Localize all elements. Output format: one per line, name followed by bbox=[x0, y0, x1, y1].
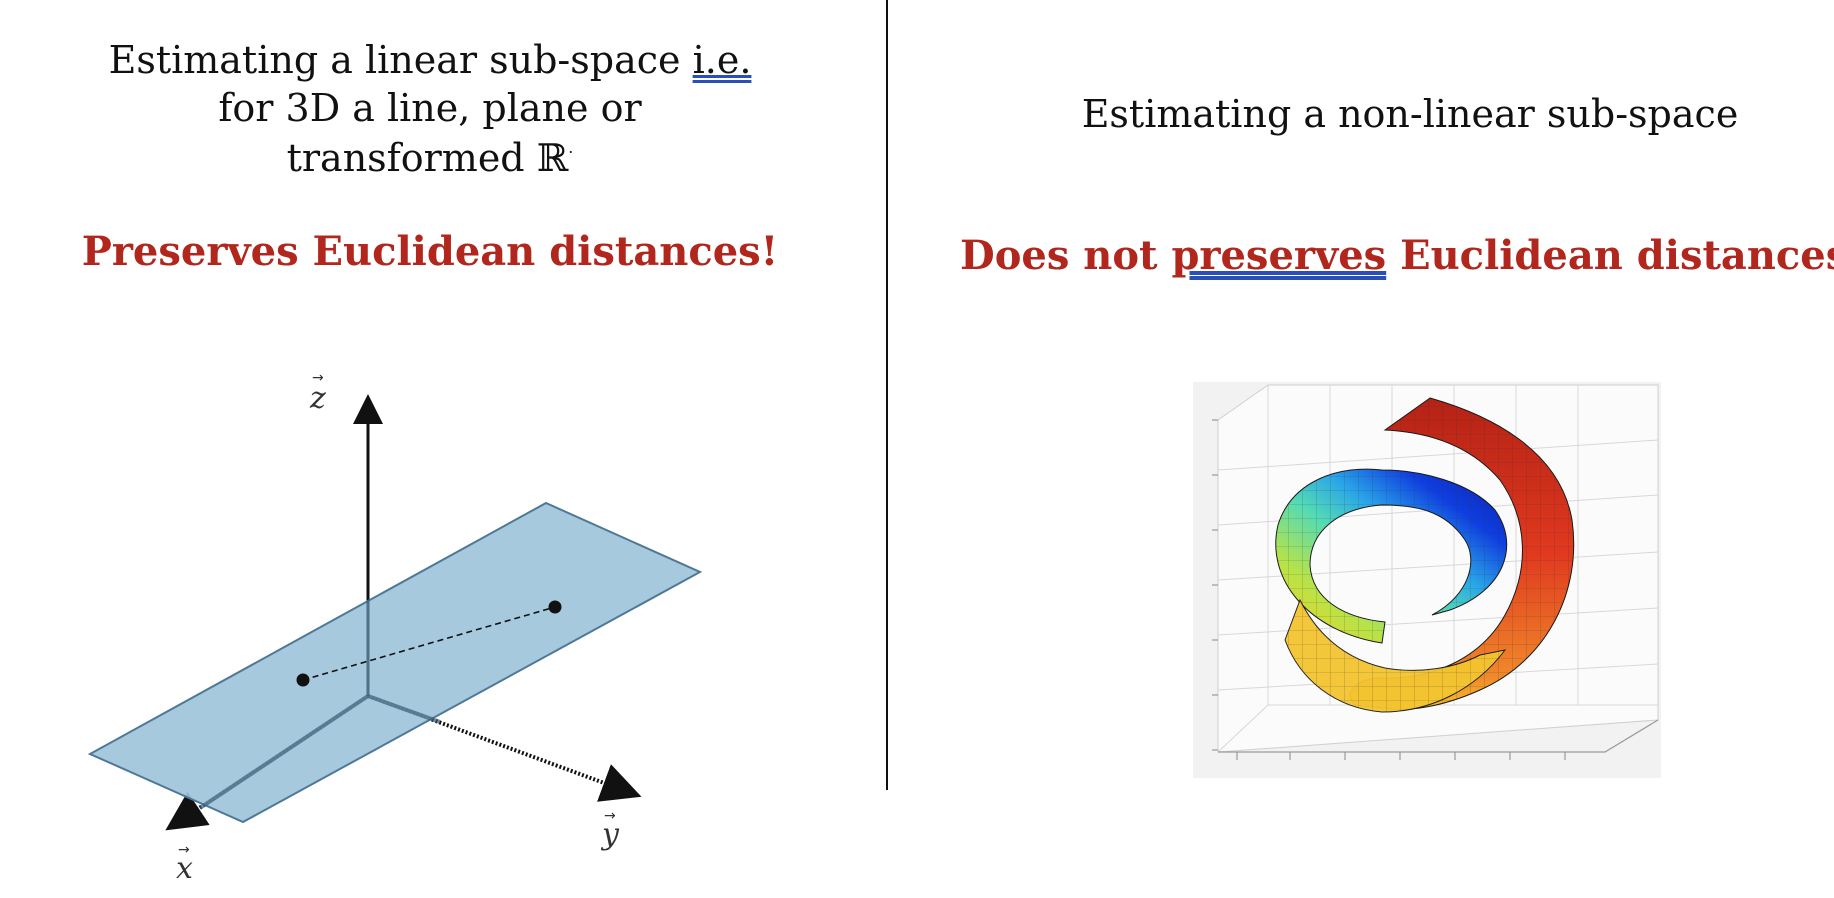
z-axis-label: z bbox=[309, 381, 326, 416]
swiss-roll-outer-mesh bbox=[1350, 398, 1574, 710]
x-arrow-icon: → bbox=[178, 842, 190, 858]
x-axis-label: x bbox=[176, 851, 193, 886]
swiss-roll-bottom-mesh bbox=[1285, 600, 1505, 712]
tick-marks bbox=[1212, 419, 1566, 760]
data-point-b bbox=[548, 600, 562, 614]
data-point-a bbox=[296, 673, 310, 687]
right-emphasis-prefix: Does not bbox=[960, 232, 1172, 279]
y-axis-label: y bbox=[600, 817, 620, 852]
subspace-plane bbox=[87, 501, 703, 824]
x-axis-through-plane bbox=[198, 694, 370, 810]
left-title-line1: Estimating a linear sub-space i.e. bbox=[100, 38, 760, 82]
swiss-roll-inner-mesh bbox=[1275, 469, 1507, 643]
left-title-line2: for 3D a line, plane or bbox=[218, 86, 642, 130]
right-emphasis: Does not preserves Euclidean distances! bbox=[960, 232, 1834, 279]
y-axis bbox=[367, 694, 642, 802]
left-title-line3: transformed ℝ· bbox=[100, 136, 760, 180]
left-title-line3-text: transformed ℝ bbox=[286, 136, 569, 180]
column-divider bbox=[886, 0, 888, 790]
right-emphasis-suffix: Euclidean distances! bbox=[1386, 232, 1834, 279]
left-title-prefix: Estimating a linear sub-space bbox=[108, 38, 693, 82]
z-arrow-icon: → bbox=[312, 370, 324, 386]
right-title: Estimating a non-linear sub-space bbox=[1081, 92, 1739, 136]
plot-floor-axis bbox=[1218, 719, 1659, 753]
superscript-dot: · bbox=[568, 142, 574, 162]
euclidean-distance-line bbox=[302, 606, 556, 681]
y-axis-through-plane bbox=[367, 694, 441, 724]
ie-abbrev: i.e. bbox=[692, 38, 752, 82]
y-arrow-icon: → bbox=[604, 808, 616, 824]
right-emphasis-underlined: preserves bbox=[1171, 232, 1387, 279]
left-emphasis: Preserves Euclidean distances! bbox=[81, 228, 779, 275]
